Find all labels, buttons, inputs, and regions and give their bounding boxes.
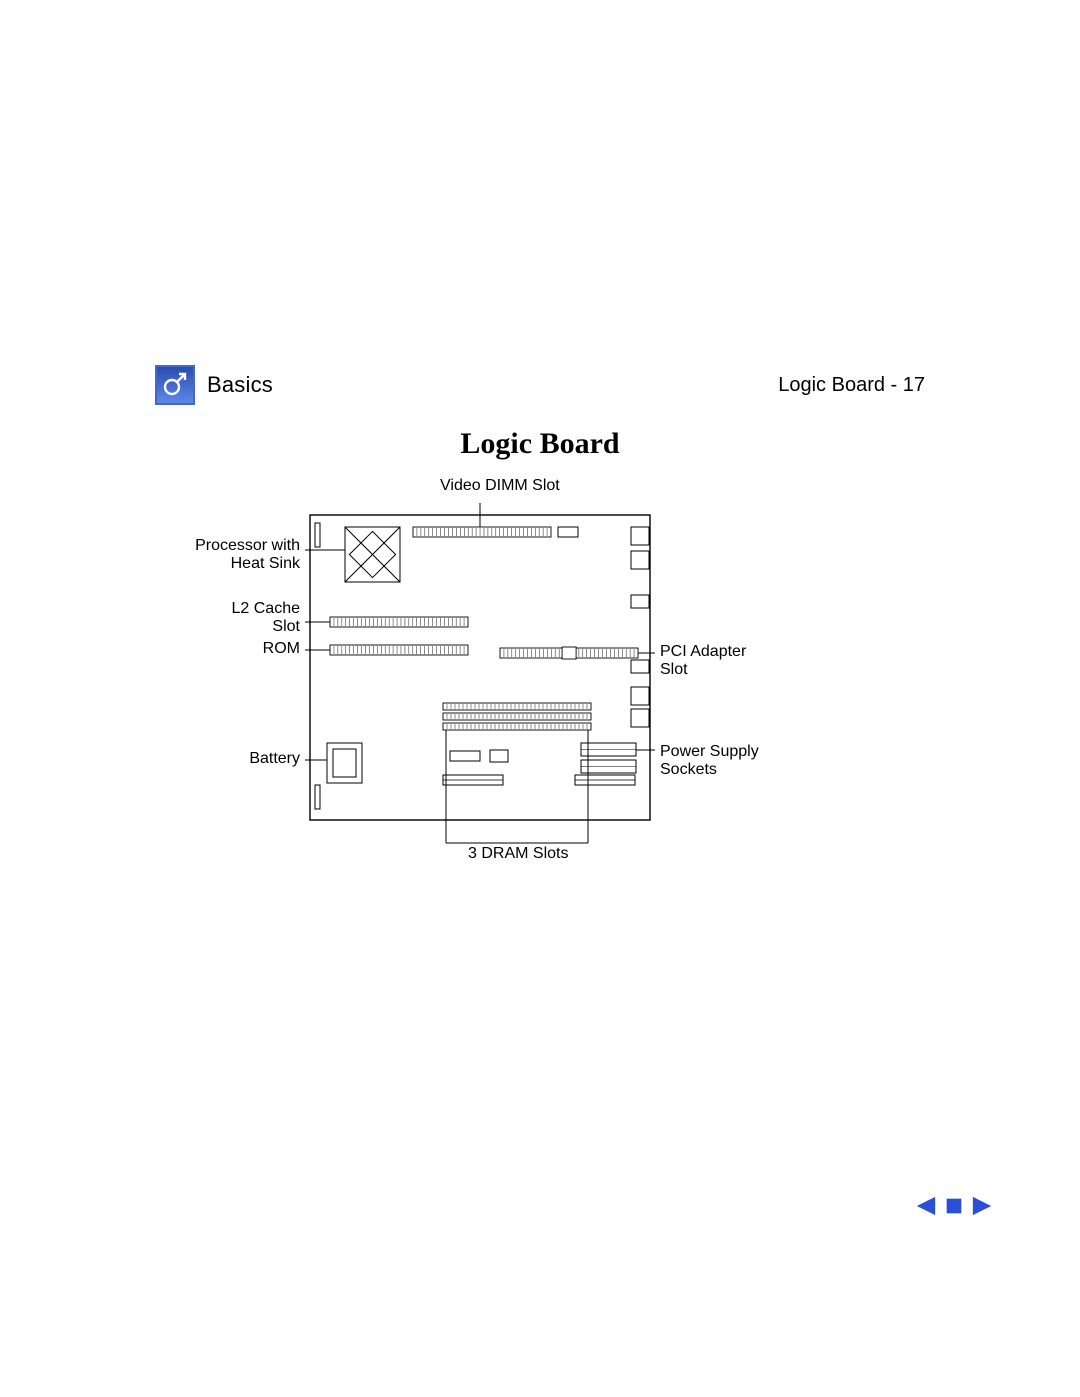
nav-controls: [915, 1195, 993, 1222]
logic-board-diagram: Video DIMM Slot Processor with Heat Sink…: [155, 465, 925, 905]
board-svg: [155, 465, 815, 875]
manual-logo-icon: [155, 365, 195, 405]
nav-prev-button[interactable]: [915, 1195, 937, 1222]
diagram-title: Logic Board: [155, 427, 925, 461]
page-ref: Logic Board - 17: [778, 374, 925, 397]
nav-next-button[interactable]: [971, 1195, 993, 1222]
nav-stop-button[interactable]: [943, 1195, 965, 1222]
header-left-group: Basics: [155, 365, 273, 405]
section-title: Basics: [207, 372, 273, 398]
page-content: Basics Logic Board - 17 Logic Board Vide…: [155, 365, 925, 905]
page-header: Basics Logic Board - 17: [155, 365, 925, 405]
